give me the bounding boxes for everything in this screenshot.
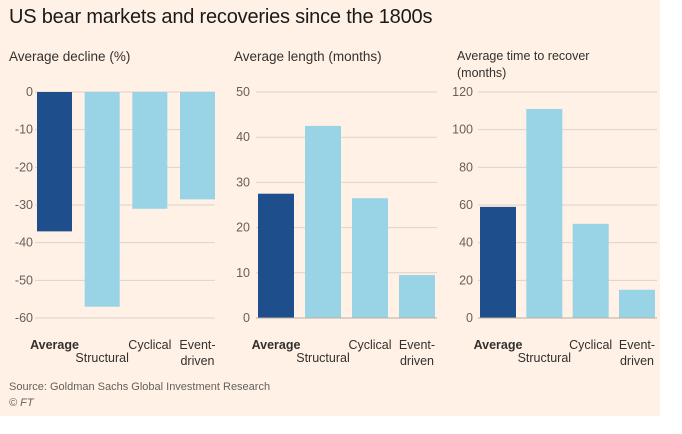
chart-average-decline: 0 -10 -20 -30 -40 -50 -60 AverageStructuralCycl… (15, 85, 216, 368)
y-tick-label: 0 (243, 311, 250, 325)
y-tick-label: -20 (15, 160, 33, 174)
category-label: Event- (179, 338, 215, 352)
category-label: Cyclical (569, 338, 612, 352)
chart-average-time-to-recover: 0 20 40 60 80 100 120 AverageStructuralCyclical… (452, 85, 657, 368)
y-tick-label: 50 (236, 85, 250, 99)
y-tick-label: 20 (459, 273, 473, 287)
y-tick-label: 0 (26, 85, 33, 99)
category-label: Event- (619, 338, 655, 352)
category-label: driven (400, 354, 434, 368)
chart-3-title-line-1: Average time to recover (457, 49, 590, 63)
y-tick-label: 10 (236, 266, 250, 280)
chart-3-title: Average time to recover (months) (457, 48, 589, 82)
chart-1-title: Average decline (%) (9, 48, 130, 65)
category-label: Structural (75, 351, 129, 365)
bar-average (480, 206, 516, 318)
bar-average (258, 193, 294, 318)
category-label: Average (474, 338, 523, 352)
chart-panel: US bear markets and recoveries since the… (0, 0, 660, 416)
y-tick-label: -10 (15, 123, 33, 137)
figure-title: US bear markets and recoveries since the… (9, 6, 433, 28)
y-tick-label: -50 (15, 273, 33, 287)
copyright-note: © FT (9, 397, 34, 409)
bar-cyclical (352, 198, 388, 318)
chart-2-title: Average length (months) (234, 48, 382, 65)
y-tick-label: 60 (459, 198, 473, 212)
bar-cyclical (572, 223, 609, 318)
category-label: Average (252, 338, 301, 352)
category-label: Cyclical (128, 338, 171, 352)
bar-structural (305, 125, 341, 319)
y-tick-label: 100 (452, 123, 473, 137)
chart-3-title-line-2: (months) (457, 66, 507, 80)
y-tick-label: 40 (459, 236, 473, 250)
y-tick-label: 40 (236, 130, 250, 144)
category-label: Structural (296, 351, 350, 365)
category-label: Cyclical (348, 338, 391, 352)
y-tick-label: 120 (452, 85, 473, 99)
bar-cyclical (132, 92, 168, 209)
y-tick-label: 20 (236, 221, 250, 235)
category-label: driven (180, 354, 214, 368)
category-label: Event- (399, 338, 435, 352)
chart-2-title-line: Average length (months) (234, 49, 382, 64)
category-label: driven (620, 354, 654, 368)
category-label: Structural (518, 351, 572, 365)
bar-event-driven (180, 92, 215, 200)
y-tick-label: 30 (236, 175, 250, 189)
bar-event-driven (619, 289, 655, 318)
y-tick-label: -60 (15, 311, 33, 325)
y-tick-label: 80 (459, 160, 473, 174)
bar-structural (526, 108, 563, 318)
category-label: Average (30, 338, 79, 352)
chart-1-title-line: Average decline (%) (9, 49, 131, 64)
y-tick-label: 0 (466, 311, 473, 325)
bar-average (37, 92, 72, 232)
bar-event-driven (399, 275, 435, 318)
source-note: Source: Goldman Sachs Global Investment … (9, 381, 271, 393)
y-tick-label: -30 (15, 198, 33, 212)
bar-structural (84, 92, 120, 307)
y-tick-label: -40 (15, 236, 33, 250)
